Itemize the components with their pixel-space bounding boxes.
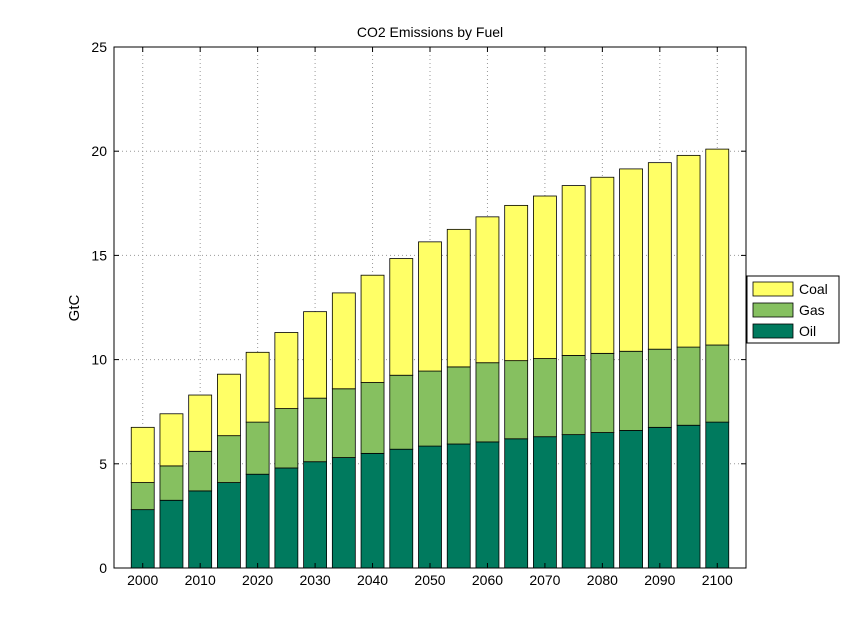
x-tick-label: 2020 <box>242 572 273 588</box>
bar-oil-2010 <box>188 490 213 569</box>
x-tick-label: 2030 <box>300 572 331 588</box>
x-tick-label: 2000 <box>127 572 158 588</box>
bar-oil-2020 <box>245 473 270 569</box>
bar-coal-2015 <box>217 373 241 437</box>
bar-coal-2000 <box>130 426 155 483</box>
bar-gas-2005 <box>159 465 184 501</box>
bar-coal-2090 <box>647 162 672 350</box>
chart-title: CO2 Emissions by Fuel <box>357 24 503 40</box>
bar-coal-2075 <box>561 185 586 356</box>
x-tick-label: 2090 <box>644 572 675 588</box>
bar-coal-2055 <box>446 228 471 368</box>
bar-oil-2005 <box>159 499 184 569</box>
bar-oil-2080 <box>590 432 615 569</box>
y-axis-label: GtC <box>66 295 83 322</box>
y-tick-label: 0 <box>99 560 107 576</box>
y-tick-label: 20 <box>91 143 107 159</box>
x-tick-label: 2010 <box>185 572 216 588</box>
bar-gas-2025 <box>274 408 299 469</box>
bar-oil-2095 <box>676 424 701 569</box>
bar-gas-2065 <box>504 360 529 440</box>
bar-oil-2045 <box>389 448 414 569</box>
bar-gas-2045 <box>389 374 414 450</box>
bar-oil-2035 <box>331 457 356 569</box>
bar-coal-2035 <box>331 292 356 390</box>
bar-coal-2065 <box>504 204 529 362</box>
bar-oil-2015 <box>217 482 241 569</box>
bar-gas-2075 <box>561 355 586 436</box>
bar-oil-2075 <box>561 434 586 569</box>
bar-oil-2065 <box>504 438 529 569</box>
legend-swatch-coal <box>752 281 794 297</box>
x-tick-label: 2050 <box>414 572 445 588</box>
bar-coal-2040 <box>360 274 385 383</box>
x-tick-label: 2060 <box>472 572 503 588</box>
bar-gas-2050 <box>418 370 442 447</box>
bar-oil-2055 <box>446 443 471 569</box>
y-tick-label: 5 <box>99 456 107 472</box>
bar-gas-2010 <box>188 450 213 492</box>
bar-coal-2045 <box>389 258 414 376</box>
bar-coal-2050 <box>418 241 442 372</box>
bar-gas-2100 <box>705 344 730 423</box>
bar-gas-2055 <box>446 366 471 445</box>
bar-gas-2085 <box>619 350 643 431</box>
bar-oil-2050 <box>418 445 442 569</box>
bar-coal-2100 <box>705 148 730 346</box>
bar-coal-2005 <box>159 413 184 467</box>
bars <box>130 148 730 569</box>
bar-oil-2090 <box>647 426 672 569</box>
legend-swatch-oil <box>752 323 794 339</box>
bar-coal-2030 <box>303 311 327 399</box>
x-tick-label: 2070 <box>529 572 560 588</box>
bar-oil-2030 <box>303 461 327 569</box>
bar-oil-2085 <box>619 430 643 569</box>
bar-coal-2010 <box>188 394 213 452</box>
bar-coal-2025 <box>274 332 299 409</box>
legend-label-oil: Oil <box>799 323 816 339</box>
bar-oil-2040 <box>360 452 385 569</box>
axes: 0 5 10 15 20 25 2000 2010 2020 2030 2040 2050 2060 20… <box>91 39 746 588</box>
bar-gas-2035 <box>331 388 356 458</box>
bar-oil-2070 <box>533 436 557 569</box>
legend: Coal Gas Oil <box>746 275 840 344</box>
y-tick-label: 15 <box>91 247 107 263</box>
x-tick-label: 2040 <box>357 572 388 588</box>
y-tick-label: 25 <box>91 39 107 55</box>
bar-oil-2100 <box>705 421 730 569</box>
bar-oil-2025 <box>274 467 299 569</box>
x-tick-label: 2100 <box>702 572 733 588</box>
bar-coal-2060 <box>475 216 500 364</box>
legend-label-coal: Coal <box>799 281 828 297</box>
bar-gas-2095 <box>676 346 701 426</box>
bar-gas-2030 <box>303 397 327 463</box>
x-tick-label: 2080 <box>587 572 618 588</box>
bar-gas-2040 <box>360 382 385 454</box>
bar-gas-2015 <box>217 435 241 483</box>
bar-coal-2080 <box>590 176 615 354</box>
bar-gas-2080 <box>590 352 615 433</box>
bar-gas-2000 <box>130 482 155 511</box>
bar-gas-2090 <box>647 348 672 428</box>
bar-gas-2020 <box>245 421 270 475</box>
legend-swatch-gas <box>752 302 794 318</box>
bar-coal-2020 <box>245 351 270 423</box>
bar-gas-2060 <box>475 362 500 443</box>
bar-gas-2070 <box>533 358 557 438</box>
bar-coal-2070 <box>533 195 557 359</box>
bar-coal-2085 <box>619 168 643 352</box>
bar-oil-2060 <box>475 441 500 569</box>
legend-label-gas: Gas <box>799 302 825 318</box>
y-tick-label: 10 <box>91 352 107 368</box>
bar-coal-2095 <box>676 154 701 348</box>
bar-oil-2000 <box>130 509 155 569</box>
